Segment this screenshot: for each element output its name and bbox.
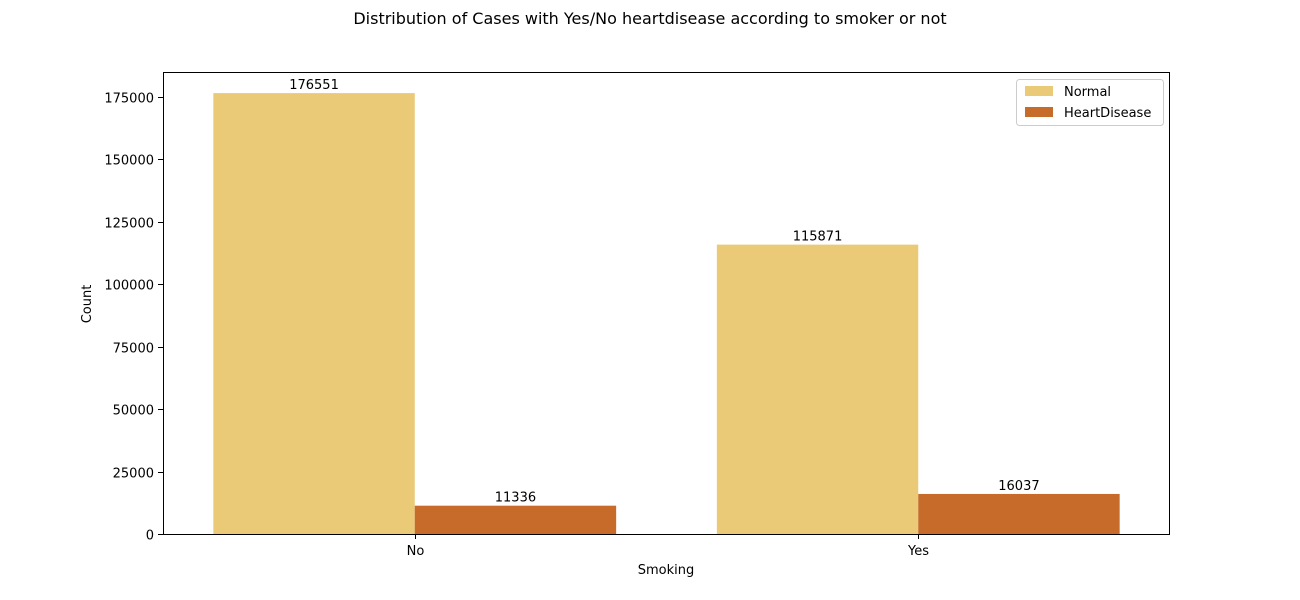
legend: Normal HeartDisease: [1016, 79, 1164, 126]
x-axis-label: Smoking: [638, 563, 695, 578]
y-tick-label: 25000: [113, 467, 154, 482]
x-axis: No Yes: [407, 534, 929, 559]
bar-heartdisease-yes: [918, 493, 1120, 534]
chart-title: Distribution of Cases with Yes/No heartd…: [353, 9, 947, 28]
plot-frame: [163, 72, 1170, 535]
legend-label-heartdisease: HeartDisease: [1064, 106, 1151, 121]
y-tick-label: 0: [146, 529, 154, 544]
legend-swatch-normal: [1025, 86, 1053, 96]
bar-normal-yes: [716, 244, 919, 534]
data-label-normal-no: 176551: [289, 78, 339, 93]
y-tick-label: 125000: [104, 217, 154, 232]
y-axis: 0 25000 50000 75000 100000 125000 150000 175000: [104, 92, 163, 544]
x-tick-label: No: [407, 544, 425, 559]
bar-heartdisease-no: [414, 505, 617, 534]
bar-value-labels: 176551 11336 115871 16037: [289, 78, 1039, 506]
legend-label-normal: Normal: [1064, 85, 1111, 100]
y-tick-label: 50000: [113, 404, 154, 419]
data-label-heartdisease-yes: 16037: [998, 479, 1039, 494]
y-tick-label: 150000: [104, 154, 154, 169]
y-tick-label: 100000: [104, 279, 154, 294]
y-tick-label: 75000: [113, 342, 154, 357]
legend-frame: [1016, 79, 1164, 126]
y-axis-label: Count: [80, 285, 95, 324]
y-tick-label: 175000: [104, 92, 154, 107]
data-label-heartdisease-no: 11336: [495, 491, 536, 506]
bars-layer: [213, 93, 1120, 534]
data-label-normal-yes: 115871: [793, 230, 843, 245]
legend-swatch-heartdisease: [1025, 107, 1053, 117]
bar-normal-no: [213, 93, 415, 534]
x-tick-label: Yes: [907, 544, 929, 559]
